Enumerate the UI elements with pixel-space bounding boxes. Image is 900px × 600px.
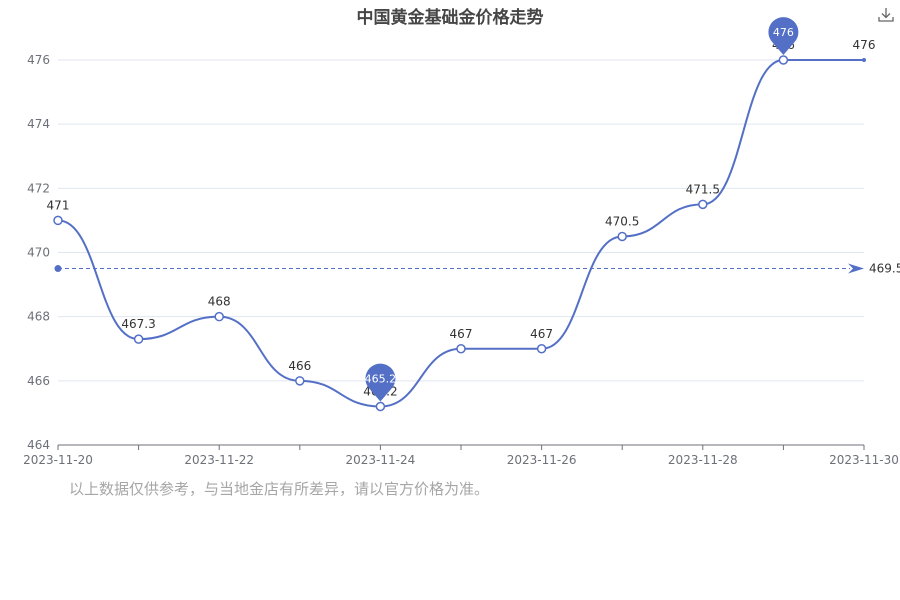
price-line — [57, 58, 864, 408]
download-icon[interactable] — [877, 6, 895, 24]
line-chart: 464 466 468 470 472 474 476 2023-11-20 2023-11-2… — [23, 17, 900, 467]
max-pin-label: 476 — [773, 26, 794, 39]
data-label: 466 — [288, 359, 311, 373]
x-tick-label: 2023-11-22 — [184, 453, 254, 467]
data-point — [536, 344, 547, 354]
data-label: 471.5 — [686, 182, 720, 196]
average-line-start — [54, 265, 62, 273]
min-pin — [365, 363, 396, 402]
y-tick-label: 476 — [27, 53, 50, 67]
x-tick-label: 2023-11-28 — [668, 453, 738, 467]
y-tick-label: 468 — [27, 310, 50, 324]
data-label: 471 — [47, 198, 70, 212]
data-point — [862, 58, 866, 62]
data-label: 468 — [208, 295, 231, 309]
data-point — [778, 55, 789, 65]
data-label: 467 — [530, 327, 553, 341]
y-tick-label: 470 — [27, 246, 50, 260]
y-tick-label: 474 — [27, 117, 50, 131]
data-point — [698, 199, 708, 210]
data-point — [53, 215, 63, 226]
average-line-arrow — [848, 263, 864, 274]
data-label: 467.3 — [121, 317, 155, 331]
x-tick-label: 2023-11-26 — [507, 453, 577, 467]
min-pin-label: 465.2 — [365, 373, 397, 386]
data-point — [295, 376, 305, 386]
footnote: 以上数据仅供参考，与当地金店有所差异，请以官方价格为准。 — [69, 480, 490, 498]
chart-title: 中国黄金基础金价格走势 — [356, 8, 544, 28]
x-tick-label: 2023-11-30 — [829, 453, 899, 467]
x-tick-label: 2023-11-24 — [346, 453, 416, 467]
data-label: 467 — [450, 327, 473, 341]
x-tick-label: 2023-11-20 — [23, 453, 93, 467]
y-tick-label: 464 — [27, 438, 50, 452]
y-tick-label: 466 — [27, 374, 50, 388]
data-point — [375, 401, 386, 412]
data-point — [214, 311, 224, 322]
max-pin — [768, 17, 799, 56]
data-label: 476 — [853, 38, 876, 52]
data-point — [456, 344, 466, 354]
data-point — [617, 231, 627, 242]
data-point — [133, 334, 144, 344]
y-tick-label: 472 — [27, 181, 50, 195]
average-line-label: 469.5 — [869, 262, 900, 276]
data-label: 470.5 — [605, 214, 639, 228]
